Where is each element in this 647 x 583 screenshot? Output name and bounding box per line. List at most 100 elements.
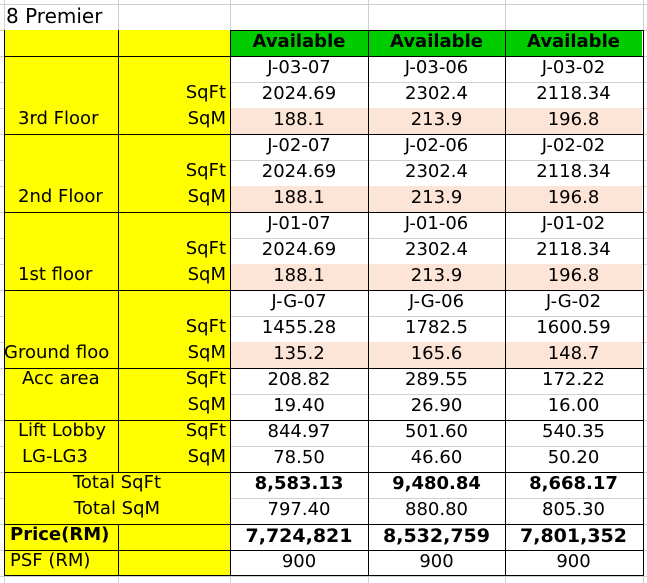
sqft-value-cell[interactable]: 2118.34 bbox=[536, 239, 611, 260]
psf-label[interactable]: PSF (RM) bbox=[10, 550, 91, 571]
price-cell[interactable]: 7,801,352 bbox=[520, 525, 627, 547]
total-sqft-cell[interactable]: 9,480.84 bbox=[392, 473, 481, 494]
sqft-value-cell[interactable]: 1455.28 bbox=[261, 317, 337, 338]
sqm-value-cell[interactable]: 213.9 bbox=[368, 264, 505, 290]
total-sqm-cell[interactable]: 880.80 bbox=[405, 499, 468, 520]
unit-code-cell[interactable]: J-G-02 bbox=[545, 291, 602, 312]
sqft-value-cell[interactable]: 2302.4 bbox=[405, 239, 468, 260]
sqm-label[interactable]: SqM bbox=[187, 394, 226, 415]
status-cell[interactable]: Available bbox=[505, 30, 642, 56]
unit-code-cell[interactable]: J-02-02 bbox=[541, 135, 606, 156]
acc-sqft-cell[interactable]: 208.82 bbox=[267, 369, 331, 390]
floor-label-2nd[interactable]: 2nd Floor bbox=[18, 186, 103, 207]
sqft-value-cell[interactable]: 2024.69 bbox=[261, 83, 337, 104]
sqft-value-cell[interactable]: 2118.34 bbox=[536, 161, 611, 182]
border-line bbox=[4, 368, 230, 369]
unit-code-cell[interactable]: J-03-07 bbox=[267, 57, 331, 78]
acc-sqm-cell[interactable]: 26.90 bbox=[410, 395, 463, 416]
unit-code-cell[interactable]: J-02-06 bbox=[404, 135, 469, 156]
grid-line bbox=[0, 82, 647, 83]
status-cell[interactable]: Available bbox=[230, 30, 368, 56]
border-line bbox=[118, 30, 119, 472]
border-line bbox=[4, 290, 230, 291]
lift-sqm-cell[interactable]: 78.50 bbox=[273, 447, 325, 468]
lift-lobby-label[interactable]: Lift Lobby bbox=[18, 420, 107, 441]
sqft-value-cell[interactable]: 1782.5 bbox=[405, 317, 468, 338]
floor-label-ground[interactable]: Ground floo bbox=[4, 342, 110, 363]
total-sqm-cell[interactable]: 805.30 bbox=[542, 499, 605, 520]
lift-sqft-cell[interactable]: 540.35 bbox=[542, 421, 605, 442]
sqm-label[interactable]: SqM bbox=[187, 446, 226, 467]
psf-cell[interactable]: 900 bbox=[419, 551, 454, 572]
acc-sqm-cell[interactable]: 16.00 bbox=[547, 395, 600, 416]
total-sqm-label[interactable]: Total SqM bbox=[73, 498, 161, 519]
unit-code-cell[interactable]: J-03-02 bbox=[541, 57, 606, 78]
psf-cell[interactable]: 900 bbox=[281, 551, 317, 572]
grid-line bbox=[0, 446, 647, 447]
sqft-label[interactable]: SqFt bbox=[185, 160, 226, 181]
acc-sqft-cell[interactable]: 172.22 bbox=[542, 369, 605, 390]
total-sqft-cell[interactable]: 8,668.17 bbox=[529, 473, 618, 494]
sheet-title[interactable]: 8 Premier bbox=[6, 4, 103, 28]
sqm-label[interactable]: SqM bbox=[187, 108, 226, 129]
sqft-value-cell[interactable]: 2024.69 bbox=[261, 161, 337, 182]
border-line bbox=[4, 30, 5, 576]
lift-sqm-cell[interactable]: 46.60 bbox=[410, 447, 463, 468]
price-cell[interactable]: 8,532,759 bbox=[383, 525, 490, 547]
sqm-value-cell[interactable]: 196.8 bbox=[505, 264, 642, 290]
sqft-value-cell[interactable]: 2302.4 bbox=[405, 161, 468, 182]
sqm-label[interactable]: SqM bbox=[187, 342, 226, 363]
border-line bbox=[230, 134, 643, 135]
total-sqft-cell[interactable]: 8,583.13 bbox=[254, 473, 344, 494]
sqft-label[interactable]: SqFt bbox=[185, 82, 226, 103]
border-line bbox=[643, 30, 644, 576]
unit-code-cell[interactable]: J-G-06 bbox=[408, 291, 465, 312]
border-line bbox=[505, 30, 506, 576]
status-cell[interactable]: Available bbox=[368, 30, 505, 56]
sqft-value-cell[interactable]: 2118.34 bbox=[536, 83, 611, 104]
sqm-value-cell[interactable]: 135.2 bbox=[230, 342, 368, 368]
lift-sqft-cell[interactable]: 844.97 bbox=[267, 421, 331, 442]
sqm-value-cell[interactable]: 165.6 bbox=[368, 342, 505, 368]
total-sqm-cell[interactable]: 797.40 bbox=[267, 499, 331, 520]
lift-sqft-cell[interactable]: 501.60 bbox=[405, 421, 468, 442]
border-line bbox=[4, 550, 230, 551]
acc-sqm-cell[interactable]: 19.40 bbox=[273, 395, 325, 416]
unit-code-cell[interactable]: J-03-06 bbox=[404, 57, 469, 78]
sqm-value-cell[interactable]: 196.8 bbox=[505, 108, 642, 134]
unit-code-cell[interactable]: J-01-06 bbox=[404, 213, 469, 234]
sqm-value-cell[interactable]: 188.1 bbox=[230, 108, 368, 134]
lift-lobby-sublabel[interactable]: LG-LG3 bbox=[22, 446, 88, 467]
psf-cell[interactable]: 900 bbox=[556, 551, 591, 572]
sqm-value-cell[interactable]: 188.1 bbox=[230, 264, 368, 290]
border-line bbox=[4, 56, 230, 57]
sqft-label[interactable]: SqFt bbox=[185, 316, 226, 337]
unit-code-cell[interactable]: J-G-07 bbox=[271, 291, 327, 312]
floor-label-1st[interactable]: 1st floor bbox=[18, 264, 93, 285]
lift-sqm-cell[interactable]: 50.20 bbox=[547, 447, 600, 468]
acc-area-label[interactable]: Acc area bbox=[22, 368, 100, 389]
sqm-label[interactable]: SqM bbox=[187, 264, 226, 285]
price-label[interactable]: Price(RM) bbox=[10, 524, 110, 545]
sqm-value-cell[interactable]: 213.9 bbox=[368, 186, 505, 212]
unit-code-cell[interactable]: J-01-07 bbox=[267, 213, 331, 234]
sqm-value-cell[interactable]: 148.7 bbox=[505, 342, 642, 368]
sqm-value-cell[interactable]: 213.9 bbox=[368, 108, 505, 134]
sqft-label[interactable]: SqFt bbox=[185, 368, 226, 389]
sqft-value-cell[interactable]: 1600.59 bbox=[536, 317, 611, 338]
border-line bbox=[230, 524, 643, 525]
sqm-value-cell[interactable]: 188.1 bbox=[230, 186, 368, 212]
sqft-value-cell[interactable]: 2302.4 bbox=[405, 83, 468, 104]
sqm-label[interactable]: SqM bbox=[187, 186, 226, 207]
sqft-label[interactable]: SqFt bbox=[185, 420, 226, 441]
sqft-value-cell[interactable]: 2024.69 bbox=[261, 239, 337, 260]
total-sqft-label[interactable]: Total SqFt bbox=[72, 472, 162, 493]
price-cell[interactable]: 7,724,821 bbox=[245, 525, 353, 547]
unit-code-cell[interactable]: J-01-02 bbox=[541, 213, 606, 234]
sqm-value-cell[interactable]: 196.8 bbox=[505, 186, 642, 212]
border-line bbox=[230, 368, 643, 369]
sqft-label[interactable]: SqFt bbox=[185, 238, 226, 259]
floor-label-3rd[interactable]: 3rd Floor bbox=[18, 108, 99, 129]
unit-code-cell[interactable]: J-02-07 bbox=[267, 135, 331, 156]
acc-sqft-cell[interactable]: 289.55 bbox=[405, 369, 468, 390]
